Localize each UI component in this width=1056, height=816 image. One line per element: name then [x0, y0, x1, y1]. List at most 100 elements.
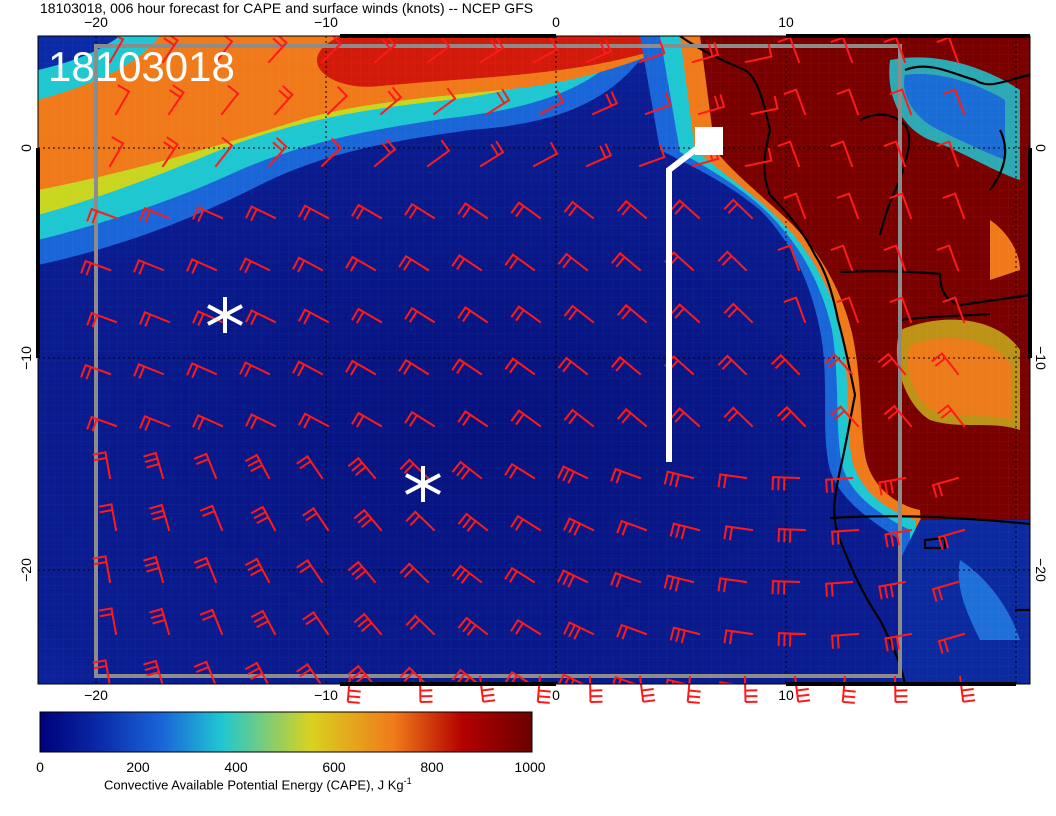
wind-barb: [404, 306, 436, 324]
colorbar-tick-0: 0: [36, 759, 44, 775]
wind-barb: [244, 557, 271, 584]
wind-barb: [139, 310, 171, 327]
wind-barb: [610, 355, 642, 376]
wind-barb: [451, 564, 483, 584]
wind-barb: [744, 147, 773, 168]
wind-barb: [557, 465, 589, 484]
wind-barb: [831, 632, 860, 649]
frame-ticks: [36, 34, 1032, 686]
wind-barb: [457, 202, 489, 220]
wind-barb: [942, 88, 966, 116]
wind-barb: [563, 408, 595, 428]
wind-barb: [86, 207, 118, 224]
wind-barb: [504, 462, 536, 480]
lon-tick-top-1: −20: [84, 14, 108, 30]
wind-barb: [931, 352, 960, 376]
wind-barb: [937, 632, 966, 654]
wind-barb: [214, 36, 234, 64]
wind-barb: [830, 244, 854, 272]
wind-barb: [717, 473, 748, 489]
wind-barb: [326, 85, 349, 116]
date-stamp: 18103018: [48, 43, 235, 90]
wind-barb: [273, 85, 294, 116]
wind-barb: [883, 404, 913, 428]
wind-barb: [320, 137, 343, 168]
wind-barb: [133, 258, 165, 275]
wind-barb: [794, 675, 811, 703]
wind-barb: [405, 614, 436, 636]
wind-barb: [245, 205, 277, 222]
wind-barb: [143, 451, 165, 480]
wind-barb: [670, 199, 701, 220]
lon-tick-bottom-3: 0: [552, 687, 560, 703]
lon-tick-bottom-2: −10: [314, 687, 338, 703]
wind-barb: [717, 250, 748, 272]
wind-barb: [298, 204, 330, 221]
wind-barb: [296, 663, 322, 684]
lat-tick-left-1: 0: [18, 144, 34, 152]
lat-tick-left-2: −10: [18, 346, 34, 370]
wind-barb: [457, 616, 489, 636]
wind-barb: [744, 43, 773, 64]
wind-barb: [824, 353, 854, 376]
wind-barb: [80, 259, 112, 276]
wind-barb: [302, 611, 330, 636]
wind-barb: [108, 136, 125, 168]
wind-barb: [404, 202, 436, 220]
wind-barb: [149, 503, 171, 532]
wind-barb: [777, 528, 807, 543]
wind-barb: [296, 455, 324, 480]
wind-barb: [771, 476, 801, 491]
wind-barb: [426, 139, 451, 168]
wind-barb: [669, 522, 701, 540]
wind-barb: [937, 404, 966, 428]
wind-barb: [353, 612, 383, 636]
wind-barb: [686, 675, 701, 704]
wind-barbs-outside: [346, 675, 976, 704]
wind-barb: [419, 675, 433, 703]
wind-barb: [296, 559, 324, 584]
wind-barb: [504, 357, 536, 376]
wind-barb: [161, 136, 179, 168]
wind-barb: [143, 659, 164, 684]
wind-barb: [267, 137, 288, 168]
wind-barb: [612, 675, 638, 684]
wind-barb: [114, 84, 131, 116]
wind-barb: [532, 37, 559, 64]
wind-barb: [638, 144, 666, 168]
colorbar-tick-600: 600: [322, 759, 346, 775]
wind-barb: [457, 306, 489, 324]
wind-barb: [193, 556, 218, 584]
wind-barb: [894, 675, 908, 703]
wind-barb: [931, 476, 960, 498]
wind-barb: [479, 140, 505, 168]
wind-barb: [193, 452, 218, 480]
wind-barb: [936, 36, 960, 64]
wind-barb: [239, 361, 271, 378]
wind-barb: [936, 140, 960, 168]
wind-barb: [536, 675, 551, 704]
wind-barb: [670, 303, 701, 324]
wind-barb: [510, 618, 542, 636]
lat-tick-right-1: 0: [1033, 144, 1049, 152]
wind-barb: [825, 476, 854, 493]
wind-barb: [879, 686, 905, 702]
wind-barb: [836, 296, 860, 324]
wind-barb: [220, 84, 240, 116]
wind-barb: [479, 675, 496, 703]
wind-barb: [610, 571, 642, 588]
wind-barb: [292, 256, 324, 273]
wind-barb: [616, 199, 648, 220]
wind-barb: [244, 661, 270, 684]
wind-barb: [298, 308, 330, 325]
wind-barb: [404, 410, 436, 428]
lat-tick-right-2: −10: [1033, 346, 1049, 370]
wind-barb: [669, 626, 701, 644]
wind-barb: [883, 140, 907, 168]
wind-barb: [139, 206, 171, 223]
wind-barb: [585, 39, 613, 64]
wind-barb: [959, 675, 976, 703]
wind-barb: [347, 456, 377, 480]
wind-barb: [192, 206, 224, 223]
wind-barb: [589, 675, 603, 703]
